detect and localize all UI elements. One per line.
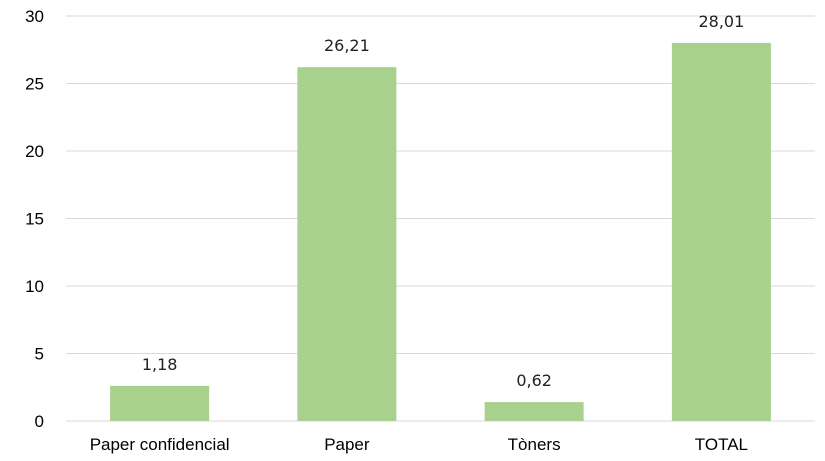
gridlines [66, 15, 815, 422]
y-tick-label: 25 [25, 75, 44, 94]
x-category-label: Paper [324, 435, 370, 454]
data-label: 26,21 [324, 36, 370, 55]
y-tick-label: 30 [25, 7, 44, 26]
x-category-label: TOTAL [695, 435, 748, 454]
y-tick-label: 10 [25, 277, 44, 296]
x-axis-categories: Paper confidencial Paper Tòners TOTAL [90, 435, 748, 454]
bar [484, 402, 584, 421]
data-label: 28,01 [698, 12, 744, 31]
y-tick-label: 5 [35, 345, 44, 364]
bars [110, 42, 771, 422]
y-tick-label: 0 [35, 412, 44, 431]
x-category-label: Paper confidencial [90, 435, 230, 454]
y-tick-label: 15 [25, 210, 44, 229]
data-label: 0,62 [516, 371, 552, 390]
bar [297, 67, 397, 421]
y-axis-ticks: 0 5 10 15 20 25 30 [25, 7, 44, 431]
data-label: 1,18 [142, 355, 178, 374]
data-labels: 1,18 26,21 0,62 28,01 [142, 12, 744, 390]
bar [110, 385, 210, 421]
x-category-label: Tòners [508, 435, 561, 454]
y-tick-label: 20 [25, 142, 44, 161]
bar [671, 42, 771, 422]
